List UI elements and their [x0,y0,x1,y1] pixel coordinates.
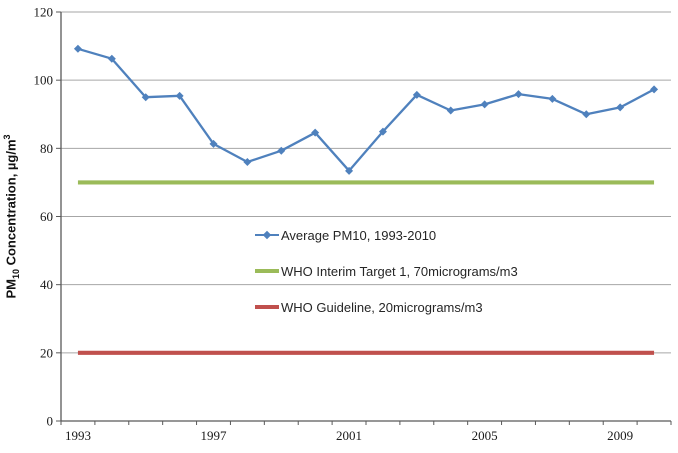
y-axis-tick-label: 0 [47,414,54,429]
x-axis-tick-label: 1993 [65,428,91,443]
legend-label-who-interim-target: WHO Interim Target 1, 70micrograms/m3 [281,263,518,279]
pm10-data-point [277,146,286,155]
y-axis-tick-label: 40 [40,277,53,292]
legend-entry-who-interim-target: WHO Interim Target 1, 70micrograms/m3 [255,262,518,280]
y-axis-title-mid: Concentration, µg/m [3,139,19,270]
legend-line-marker-icon [255,230,279,240]
y-axis-tick-label: 80 [40,141,53,156]
legend-label-average-pm10: Average PM10, 1993-2010 [281,227,437,243]
pm10-series-line [76,47,656,172]
y-axis-tick-label: 100 [34,73,54,88]
legend-entry-who-guideline: WHO Guideline, 20micrograms/m3 [255,298,518,316]
y-axis-title: PM10 Concentration, µg/m3 [2,12,21,421]
y-axis-title-superscript: 3 [2,134,12,140]
pm10-data-point [650,85,659,94]
y-axis-title-prefix: PM [3,279,19,299]
pm10-data-point [73,44,82,53]
pm10-data-point [107,54,116,63]
y-axis-tick-label: 20 [40,345,53,360]
legend-label-who-guideline: WHO Guideline, 20micrograms/m3 [281,299,483,315]
pm10-data-point [175,91,184,100]
legend-red-line-icon [255,302,279,312]
pm10-data-point [514,90,523,99]
chart-legend: Average PM10, 1993-2010 WHO Interim Targ… [255,226,518,334]
pm10-data-point [480,100,489,109]
legend-red-line [255,305,279,309]
pm10-data-point [548,94,557,103]
pm10-data-point [209,139,218,148]
pm10-data-point [616,103,625,112]
legend-diamond-marker-icon [262,230,272,240]
pm10-data-point [243,157,252,166]
legend-green-line-icon [255,266,279,276]
x-axis-tick-label: 1997 [201,428,228,443]
legend-green-line [255,269,279,273]
x-axis-tick-label: 2001 [336,428,362,443]
y-axis-tick-label: 60 [40,209,53,224]
pm10-data-point [412,90,421,99]
x-axis-tick-label: 2005 [472,428,498,443]
pm10-data-point [345,166,354,175]
pm10-data-point [378,127,387,136]
pm10-data-point [582,110,591,119]
y-axis-title-subscript: 10 [10,269,21,280]
pm10-data-point [141,93,150,102]
y-axis-tick-label: 120 [34,5,54,20]
legend-entry-average-pm10: Average PM10, 1993-2010 [255,226,518,244]
pm10-data-point [311,128,320,137]
x-axis-tick-label: 2009 [607,428,633,443]
pm10-data-point [446,106,455,115]
